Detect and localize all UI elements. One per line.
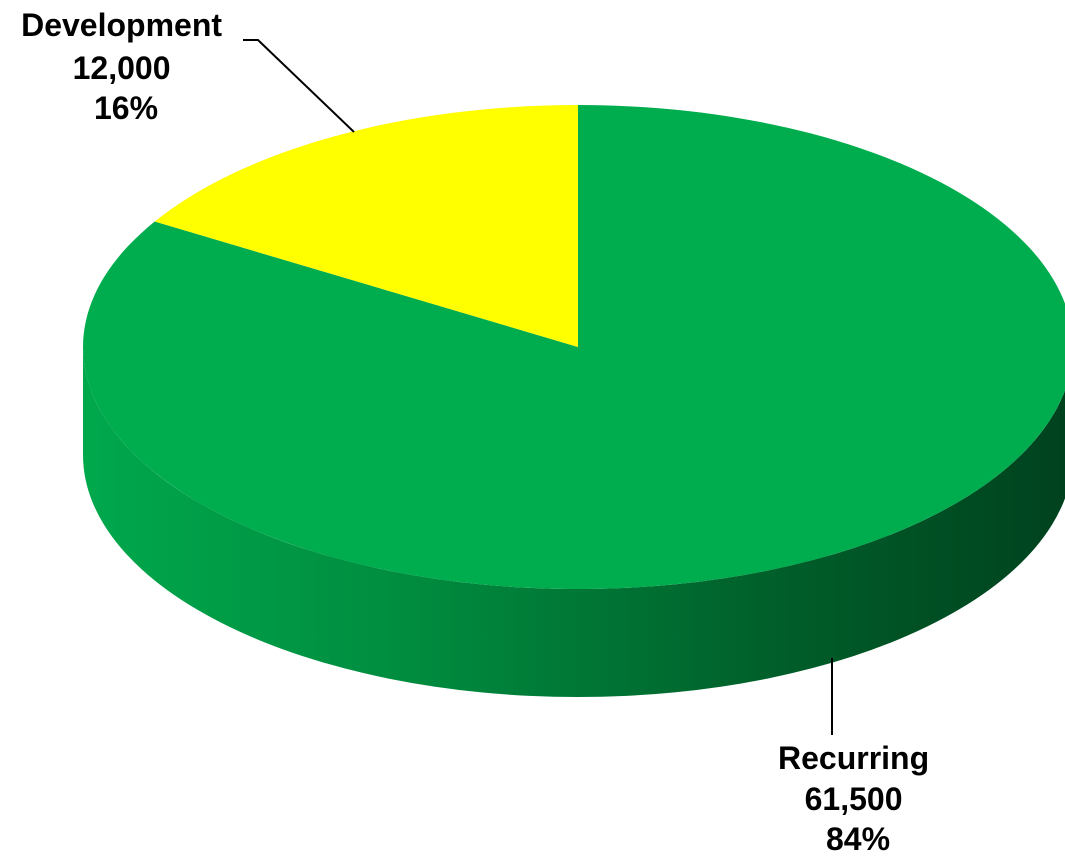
label-development: Development 12,000 16%: [21, 7, 355, 133]
slice-value-development: 12,000: [73, 50, 171, 86]
leader-line-development: [243, 39, 355, 133]
slice-name-recurring: Recurring: [778, 740, 929, 776]
slice-percent-development: 16%: [94, 90, 158, 126]
pie-top-faces: [83, 105, 1065, 589]
slice-name-development: Development: [21, 7, 222, 43]
slice-development: [154, 105, 578, 347]
slice-side-recurring: [83, 347, 1065, 697]
slice-value-recurring: 61,500: [805, 781, 903, 817]
svg-text:Recurring 61,500 8: Recurring 61,500 84%: [778, 740, 938, 857]
pie-side-walls: [83, 347, 1065, 697]
slice-recurring: [83, 105, 1065, 589]
svg-text:Development 12,000: Development 12,000 16%: [21, 7, 231, 126]
label-recurring: Recurring 61,500 84%: [778, 658, 938, 857]
slice-percent-recurring: 84%: [826, 821, 890, 857]
